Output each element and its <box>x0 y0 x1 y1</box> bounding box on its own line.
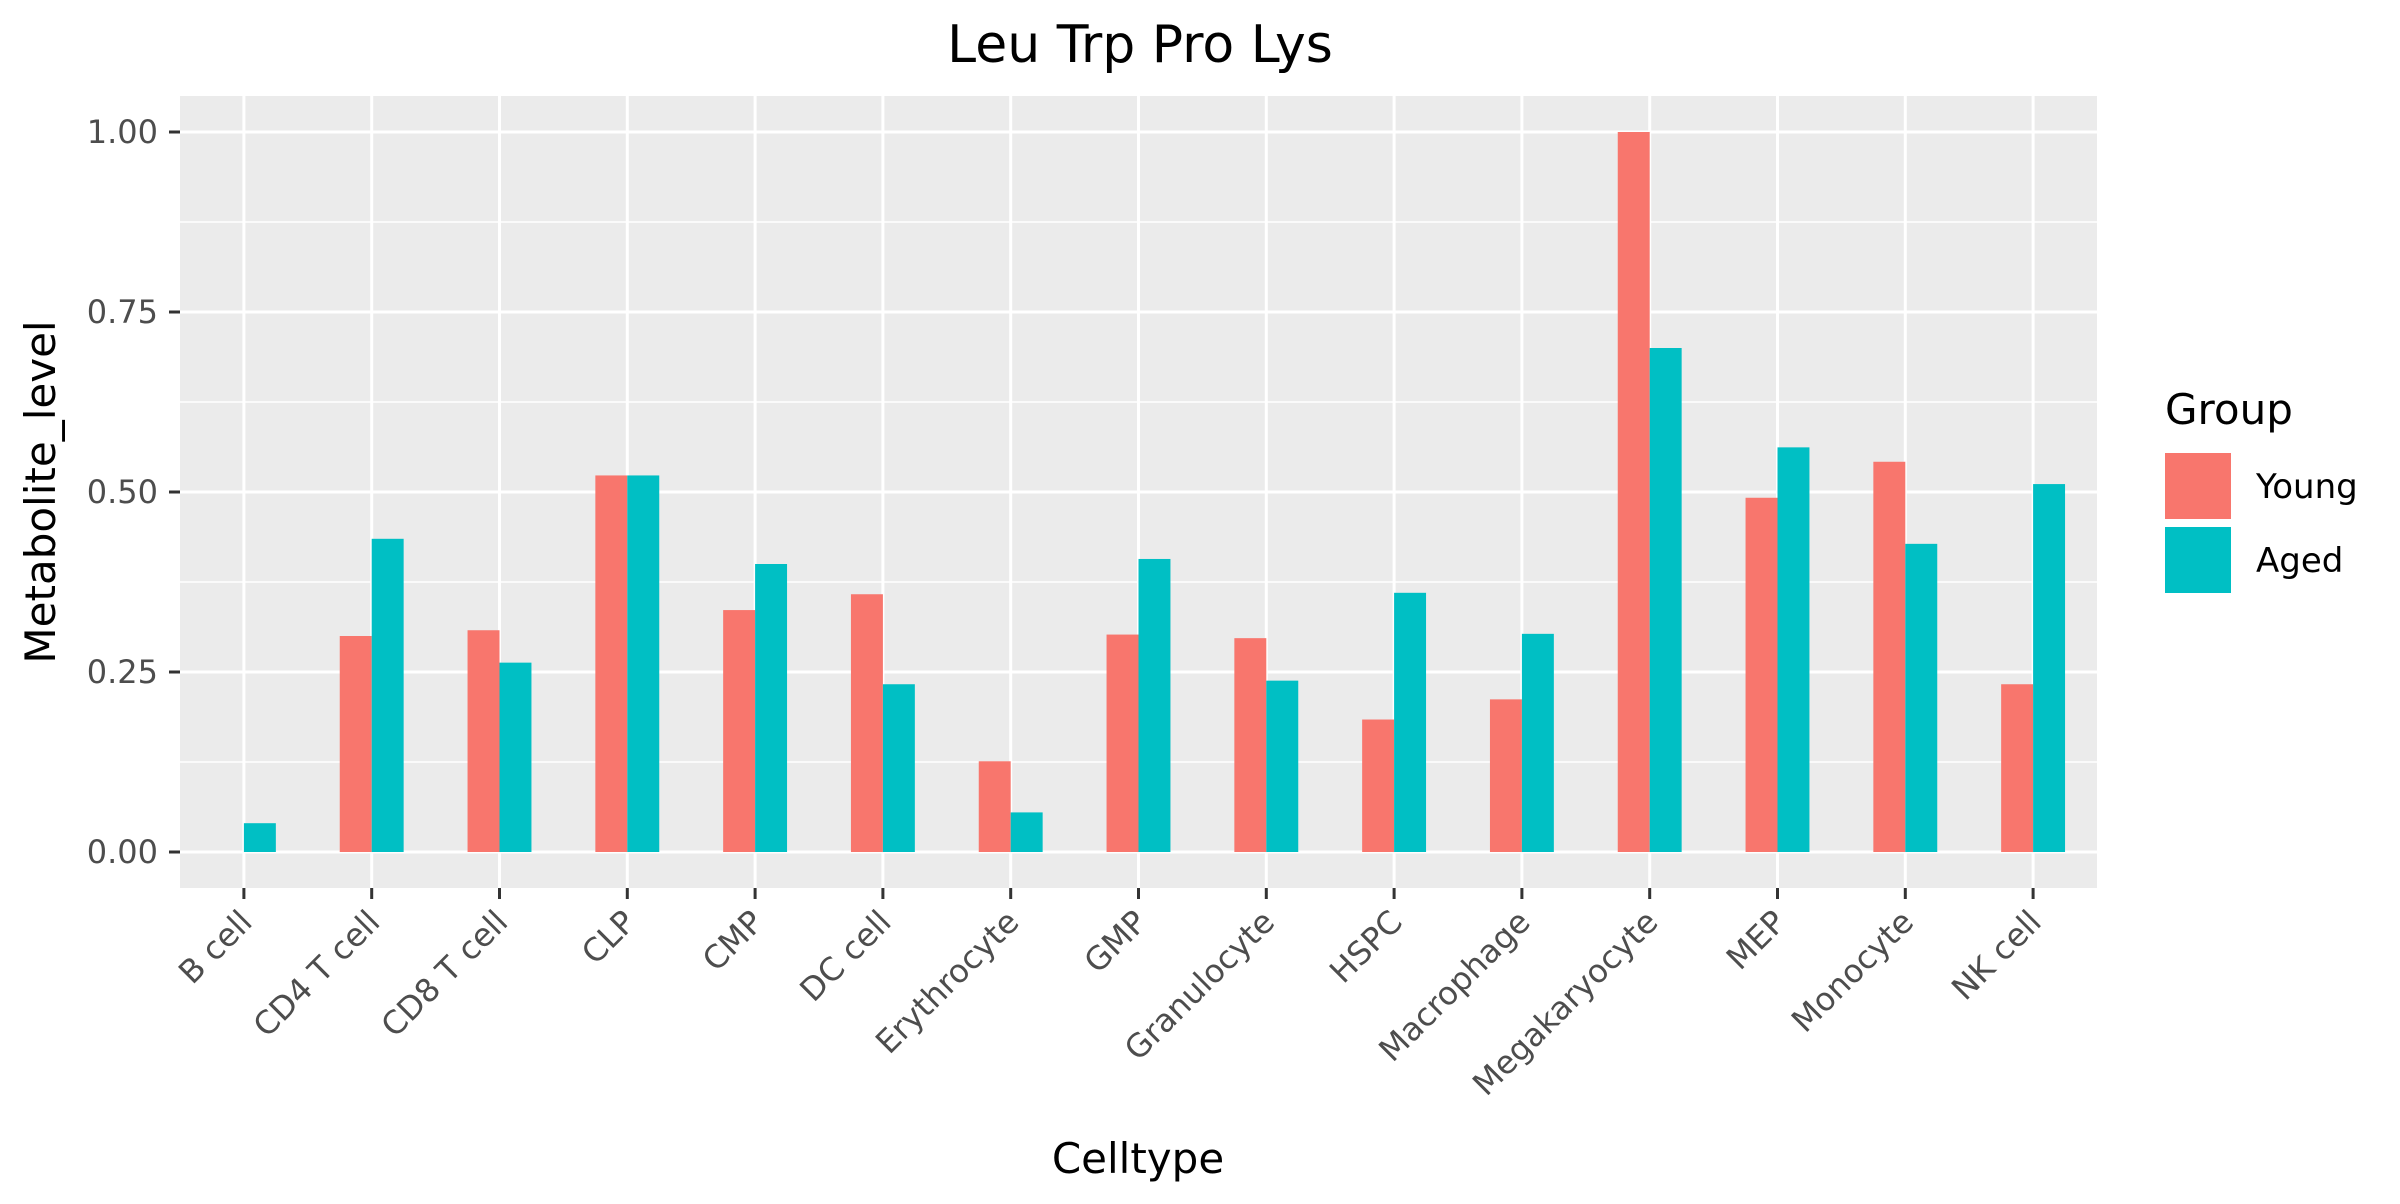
bar <box>1138 558 1171 852</box>
legend-key <box>2165 527 2231 593</box>
bar <box>978 761 1011 852</box>
x-tick-label: CMP <box>695 903 771 979</box>
x-tick-label: B cell <box>171 903 260 992</box>
bar <box>1521 633 1554 852</box>
x-tick-label: CD4 T cell <box>246 903 388 1045</box>
bar <box>371 538 404 852</box>
y-tick-label: 0.75 <box>87 293 158 331</box>
bar <box>723 610 756 852</box>
bar <box>1745 497 1778 852</box>
bar <box>755 564 788 852</box>
legend-label: Aged <box>2256 541 2343 581</box>
bar <box>1394 592 1427 852</box>
bar <box>339 636 372 852</box>
x-axis-title: Celltype <box>1052 1134 1224 1183</box>
bar <box>882 684 915 852</box>
bar <box>1649 348 1682 852</box>
bar <box>1873 461 1906 852</box>
bar <box>1617 132 1650 852</box>
x-tick-label: CD8 T cell <box>374 903 516 1045</box>
legend-label: Young <box>2255 467 2358 507</box>
bar <box>243 823 276 852</box>
bar <box>1777 447 1810 852</box>
y-tick-label: 0.25 <box>87 653 158 691</box>
bar <box>1106 634 1139 852</box>
bar <box>2033 484 2066 852</box>
x-tick-label: Monocyte <box>1784 903 1921 1040</box>
y-tick-label: 1.00 <box>87 113 158 151</box>
bar <box>467 630 500 852</box>
bar <box>595 475 628 852</box>
x-tick-label: MEP <box>1719 903 1793 977</box>
bar <box>499 662 532 852</box>
x-tick-label: CLP <box>574 903 643 972</box>
y-tick-label: 0.50 <box>87 473 158 511</box>
y-axis: 0.00 0.25 0.50 0.75 1.00 <box>87 113 180 871</box>
x-tick-label: GMP <box>1077 903 1155 981</box>
bar <box>2001 684 2034 852</box>
bar <box>1905 543 1938 852</box>
chart-title: Leu Trp Pro Lys <box>947 15 1333 75</box>
bar <box>627 475 660 852</box>
x-tick-label: NK cell <box>1944 903 2049 1008</box>
bar <box>1362 719 1395 852</box>
x-tick-label: DC cell <box>792 903 898 1009</box>
bar <box>850 594 883 852</box>
bar <box>1234 638 1267 852</box>
legend-key <box>2165 453 2231 519</box>
bar <box>1010 812 1043 852</box>
x-tick-label: HSPC <box>1322 903 1410 991</box>
bar <box>1489 699 1522 852</box>
bar <box>1266 680 1299 852</box>
y-tick-label: 0.00 <box>87 833 158 871</box>
legend-title: Group <box>2165 385 2293 434</box>
bars <box>243 132 2066 852</box>
y-axis-title: Metabolite_level <box>16 320 65 663</box>
legend: Group Young Aged <box>2165 385 2358 593</box>
